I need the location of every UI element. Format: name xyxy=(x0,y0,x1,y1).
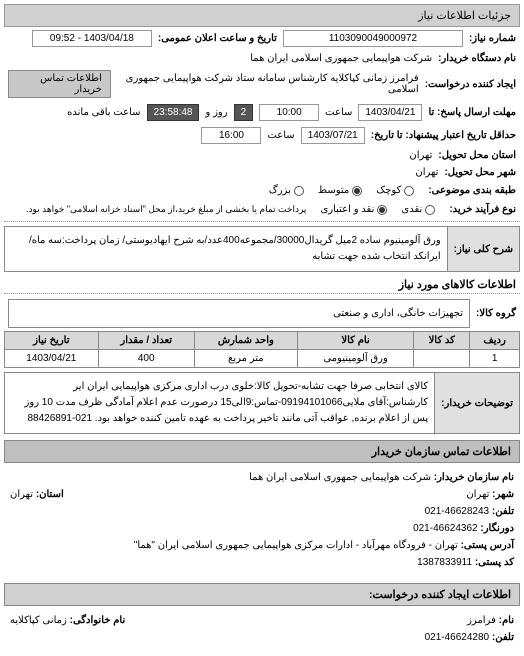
table-row: 1 ورق آلومینیومیمتر مربع4001403/04/21 xyxy=(5,350,520,368)
deadline-time-label: ساعت xyxy=(325,107,352,118)
table-cell: متر مربع xyxy=(194,350,297,368)
need-desc-label: شرح کلی نیاز: xyxy=(447,227,519,271)
table-header: نام کالا xyxy=(297,332,413,350)
radio-large-label: بزرگ xyxy=(269,185,291,196)
items-table: ردیفکد کالانام کالاواحد شمارشتعداد / مقد… xyxy=(4,331,520,368)
radio-medium[interactable]: متوسط xyxy=(318,185,362,196)
table-header: تعداد / مقدار xyxy=(98,332,194,350)
validity-time-label: ساعت xyxy=(267,130,294,141)
request-no-value: 1103090049000972 xyxy=(283,30,463,47)
table-cell: 400 xyxy=(98,350,194,368)
goods-info-title: اطلاعات کالاهای مورد نیاز xyxy=(8,278,516,291)
validity-time: 16:00 xyxy=(201,127,261,144)
city-label: شهر محل تحویل: xyxy=(444,167,516,178)
table-cell: 1 xyxy=(470,350,520,368)
request-no-label: شماره نیاز: xyxy=(469,33,516,44)
radio-credit[interactable]: نقد و اعتباری xyxy=(320,204,387,215)
contact-tel-label: تلفن: xyxy=(492,506,514,517)
goods-group-value: تجهیزات خانگی، اداری و صنعتی xyxy=(8,299,470,328)
panel-header: جزئیات اطلاعات نیاز xyxy=(4,4,520,27)
requester-label: ایجاد کننده درخواست: xyxy=(425,79,516,90)
deadline-date: 1403/04/21 xyxy=(358,104,422,121)
radio-large[interactable]: بزرگ xyxy=(269,185,304,196)
contact-header: اطلاعات تماس سازمان خریدار xyxy=(4,440,520,463)
creator-family-label: نام خانوادگی: xyxy=(70,615,126,626)
contact-province: تهران xyxy=(10,489,33,500)
contact-org: شرکت هواپیمایی جمهوری اسلامی ایران هما xyxy=(249,472,431,483)
remaining-days: 2 xyxy=(234,104,254,121)
goods-group-label: گروه کالا: xyxy=(476,308,516,319)
province-label: استان محل تحویل: xyxy=(438,150,516,161)
creator-name: فرامرز xyxy=(467,615,496,626)
table-header: تاریخ نیاز xyxy=(5,332,99,350)
payment-note: پرداخت تمام یا بخشی از مبلغ خرید،از محل … xyxy=(26,204,306,215)
validity-date: 1403/07/21 xyxy=(301,127,365,144)
radio-medium-label: متوسط xyxy=(318,185,349,196)
radio-small[interactable]: کوچک xyxy=(376,185,414,196)
buyer-name-label: نام دستگاه خریدار: xyxy=(438,53,516,64)
need-desc-text: ورق آلومینیوم ساده 2میل گریدال30000/مجمو… xyxy=(5,227,447,271)
contact-postal: 1387833911 xyxy=(417,557,472,568)
contact-fax: 46624362-021 xyxy=(413,523,478,534)
budget-label: طبقه بندی موضوعی: xyxy=(428,185,516,196)
radio-cash-label: نقدی xyxy=(401,204,422,215)
contact-postal-label: کد پستی: xyxy=(475,557,514,568)
radio-credit-label: نقد و اعتباری xyxy=(320,204,374,215)
contact-org-label: نام سازمان خریدار: xyxy=(434,472,514,483)
contact-body: نام سازمان خریدار: شرکت هواپیمایی جمهوری… xyxy=(4,463,520,577)
creator-body: نام: فرامرز نام خانوادگی: زمانی کپاکلایه… xyxy=(4,606,520,652)
deadline-label: مهلت ارسال پاسخ: تا xyxy=(428,107,516,118)
contact-info-button[interactable]: اطلاعات تماس خریدار xyxy=(8,70,111,98)
contact-address: تهران - فرودگاه مهرآباد - ادارات مرکزی ه… xyxy=(134,540,458,551)
buyer-desc-text: کالای انتخابی صرفا جهت تشابه-تحویل کالا:… xyxy=(5,373,434,433)
public-date-label: تاریخ و ساعت اعلان عمومی: xyxy=(158,33,277,44)
table-header: ردیف xyxy=(470,332,520,350)
public-date-value: 1403/04/18 - 09:52 xyxy=(32,30,152,47)
table-header: کد کالا xyxy=(414,332,470,350)
radio-cash[interactable]: نقدی xyxy=(401,204,435,215)
buyer-name-value: شرکت هواپیمایی جمهوری اسلامی ایران هما xyxy=(250,53,432,64)
contact-address-label: آدرس پستی: xyxy=(461,540,514,551)
table-cell: ورق آلومینیومی xyxy=(297,350,413,368)
city-value: تهران xyxy=(415,167,438,178)
creator-name-label: نام: xyxy=(499,615,514,626)
creator-tel: 46624280-021 xyxy=(425,632,490,643)
buyer-desc-label: توضیحات خریدار: xyxy=(434,373,519,433)
requester-value: فرامرز زمانی کپاکلایه کارشناس سامانه ستا… xyxy=(117,73,419,95)
validity-label: حداقل تاریخ اعتبار پیشنهاد: تا تاریخ: xyxy=(371,130,516,141)
province-value: تهران xyxy=(409,150,432,161)
remaining-days-label: روز و xyxy=(205,107,227,118)
remaining-label: ساعت باقی مانده xyxy=(67,107,140,118)
table-header: واحد شمارش xyxy=(194,332,297,350)
buyer-phone: 021-88426891 xyxy=(27,413,92,424)
contact-fax-label: دورنگار: xyxy=(480,523,514,534)
contact-city-label: شهر: xyxy=(492,489,514,500)
contact-city: تهران xyxy=(466,489,489,500)
deadline-time: 10:00 xyxy=(259,104,319,121)
contact-province-label: استان: xyxy=(36,489,64,500)
radio-small-label: کوچک xyxy=(376,185,401,196)
creator-tel-label: تلفن: xyxy=(492,632,514,643)
creator-header: اطلاعات ایجاد کننده درخواست: xyxy=(4,583,520,606)
table-cell xyxy=(414,350,470,368)
table-cell: 1403/04/21 xyxy=(5,350,99,368)
payment-type-label: نوع فرآیند خرید: xyxy=(449,204,516,215)
contact-tel: 46628243-021 xyxy=(425,506,490,517)
remaining-time: 23:58:48 xyxy=(147,104,200,121)
creator-family: زمانی کپاکلایه xyxy=(10,615,67,626)
